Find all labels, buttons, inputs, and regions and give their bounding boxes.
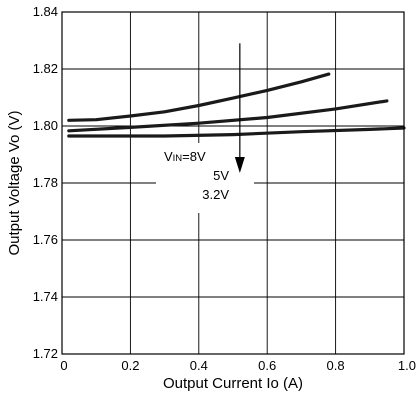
x-axis-label: Output Current Io (A) bbox=[163, 375, 303, 392]
y-tick-label: 1.74 bbox=[33, 289, 58, 304]
ticks-layer: 0 0.2 0.4 0.6 0.8 1.0 1.72 1.74 1.76 1.78 1.80 1.82… bbox=[33, 4, 416, 373]
x-tick-label: 0.2 bbox=[121, 358, 139, 373]
annotation: VIN=8V 5V 3.2V bbox=[156, 43, 254, 213]
arrow-head bbox=[234, 157, 245, 174]
annotation-background bbox=[156, 143, 254, 213]
y-tick-label: 1.84 bbox=[33, 4, 58, 19]
plot-frame bbox=[61, 11, 405, 355]
series-line-3 bbox=[67, 126, 406, 138]
grid bbox=[62, 12, 404, 354]
series-line-1 bbox=[67, 72, 331, 122]
vin-label-5v: 5V bbox=[213, 168, 229, 183]
series-line-2 bbox=[67, 99, 389, 133]
y-tick-label: 1.72 bbox=[33, 346, 58, 361]
x-tick-label: 1.0 bbox=[398, 358, 416, 373]
x-tick-label: 0 bbox=[60, 358, 67, 373]
y-tick-label: 1.80 bbox=[33, 118, 58, 133]
x-tick-label: 0.6 bbox=[258, 358, 276, 373]
vin-label: VIN=8V bbox=[164, 149, 206, 164]
x-tick-label: 0.8 bbox=[327, 358, 345, 373]
y-axis-label: Output Voltage Vo (V) bbox=[6, 110, 23, 255]
y-tick-label: 1.76 bbox=[33, 232, 58, 247]
series-layer bbox=[67, 72, 406, 138]
y-tick-label: 1.82 bbox=[33, 61, 58, 76]
x-tick-label: 0.4 bbox=[190, 358, 208, 373]
y-tick-label: 1.78 bbox=[33, 175, 58, 190]
vin-label-3v2: 3.2V bbox=[202, 187, 229, 202]
